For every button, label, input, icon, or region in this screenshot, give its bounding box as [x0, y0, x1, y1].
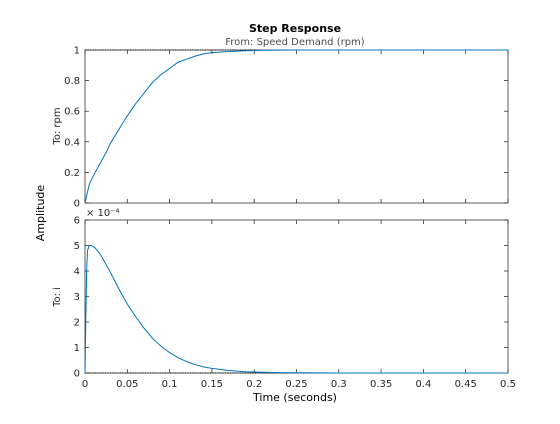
y-axis-label: Amplitude [34, 185, 47, 242]
xtick-label: 0.15 [201, 379, 223, 390]
subplot-rpm-ytick-label: 0.6 [64, 107, 80, 118]
subplot-current-ytick-label: 6 [74, 216, 80, 227]
subplot-rpm-frame [84, 49, 509, 204]
subplot-rpm-ytick-label: 1 [74, 46, 80, 57]
subplot-current-ytick-label: 4 [74, 267, 80, 278]
subplot-current-ytick-label: 3 [74, 292, 80, 303]
xtick-label: 0.2 [246, 379, 262, 390]
subplot-rpm-ytick-label: 0.8 [64, 76, 80, 87]
subplot-current-frame [84, 219, 509, 374]
subplot-current-ytick-label: 0 [74, 369, 80, 380]
subplot-rpm-response-line [84, 49, 508, 204]
xtick-label: 0.1 [162, 379, 178, 390]
subplot-rpm-ytick-label: 0.2 [64, 168, 80, 179]
subplot-current-ytick-label: 5 [74, 241, 80, 252]
subplot-current-ytick-label: 1 [74, 343, 80, 354]
xtick-label: 0.05 [116, 379, 138, 390]
xtick-label: 0.3 [331, 379, 347, 390]
xtick-label: 0.4 [415, 379, 431, 390]
chart-title: Step Response [249, 22, 341, 35]
subplot-current: To: i × 10⁻⁴ 0 1 2 3 4 5 6 0 0.05 0.1 0.15 0.2 0.25 0… [52, 208, 516, 390]
xtick-label: 0.35 [370, 379, 392, 390]
xtick-label: 0.5 [500, 379, 516, 390]
exponent-label: × 10⁻⁴ [86, 208, 120, 219]
subplot-current-response-line [84, 245, 508, 374]
subplot-rpm: To: rpm 0 0.2 0.4 0.6 0.8 1 [52, 46, 509, 210]
subplot-rpm-ytick-label: 0 [74, 199, 80, 210]
xtick-label: 0 [82, 379, 88, 390]
subplot-current-ytick-label: 2 [74, 318, 80, 329]
subplot-rpm-ytick-label: 0.4 [64, 137, 80, 148]
xtick-label: 0.25 [285, 379, 307, 390]
subplot-current-ylabel: To: i [52, 287, 63, 308]
xtick-label: 0.45 [455, 379, 477, 390]
subplot-rpm-ylabel: To: rpm [52, 107, 63, 145]
chart-subtitle: From: Speed Demand (rpm) [225, 37, 365, 48]
x-axis-label: Time (seconds) [252, 391, 337, 404]
